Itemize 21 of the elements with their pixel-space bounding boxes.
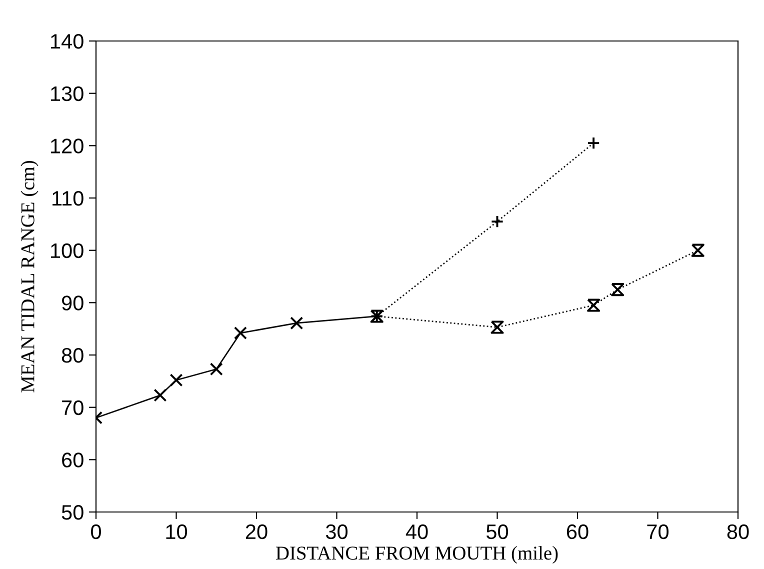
x-tick-label: 80 — [727, 524, 749, 540]
x-tick-label: 60 — [566, 524, 588, 540]
x-tick-label: 70 — [647, 524, 669, 540]
x-tick-label: 20 — [246, 524, 268, 540]
y-axis-title: MEAN TIDAL RANGE (cm) — [20, 160, 38, 392]
y-tick-label: 90 — [62, 296, 84, 310]
y-tick-label: 70 — [62, 400, 84, 416]
y-tick-label: 130 — [51, 86, 84, 102]
y-tick-label: 50 — [62, 505, 84, 520]
x-tick-label: 50 — [486, 524, 508, 540]
y-tick-label: 60 — [62, 452, 84, 468]
x-tick-label: 0 — [91, 524, 101, 540]
y-tick-label: 140 — [51, 34, 84, 49]
y-tick-label: 120 — [51, 138, 84, 154]
x-tick-label: 40 — [406, 524, 428, 540]
y-tick-label: 80 — [62, 348, 84, 363]
x-tick-label: 30 — [326, 524, 348, 540]
y-tick-label: 100 — [51, 243, 84, 258]
y-tick-label: 110 — [52, 191, 84, 206]
x-axis-title: DISTANCE FROM MOUTH (mile) — [276, 546, 558, 564]
x-tick-label: 10 — [166, 524, 188, 540]
